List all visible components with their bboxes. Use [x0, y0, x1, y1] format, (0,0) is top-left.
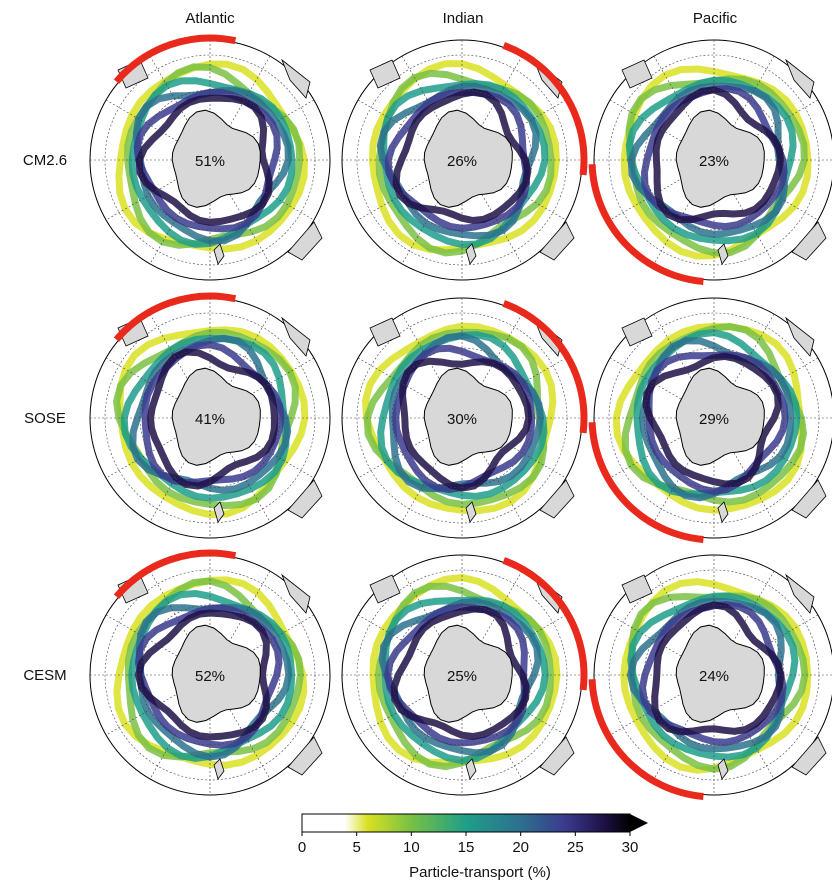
polar-map-r0-c2: 23% — [588, 39, 832, 285]
basin-highlight-arc — [113, 34, 237, 84]
south-america-landmass — [621, 317, 653, 347]
antarctica-landmass — [675, 367, 765, 466]
new-zealand-landmass — [213, 243, 225, 265]
longitude-gridline — [105, 357, 315, 479]
col-title-atlantic: Atlantic — [185, 10, 235, 27]
row-label-sose: SOSE — [24, 410, 66, 427]
colorbar-label: Particle-transport (%) — [409, 864, 551, 881]
new-zealand-landmass — [465, 501, 477, 523]
basin-percentage: 29% — [699, 411, 729, 428]
australia-landmass — [791, 221, 827, 261]
basin-percentage: 24% — [699, 668, 729, 685]
polar-map-r2-c0: 52% — [89, 549, 331, 796]
longitude-gridline — [105, 614, 315, 736]
polar-map-r0-c1: 26% — [341, 39, 588, 281]
polar-map-r2-c2: 24% — [588, 554, 832, 800]
basin-percentage: 30% — [447, 411, 477, 428]
new-zealand-landmass — [465, 758, 477, 780]
antarctica-landmass — [423, 367, 513, 466]
australia-landmass — [539, 479, 575, 519]
basin-percentage: 23% — [699, 153, 729, 170]
australia-landmass — [539, 221, 575, 261]
south-america-landmass — [621, 574, 653, 604]
antarctica-landmass — [423, 624, 513, 723]
col-title-pacific: Pacific — [692, 10, 738, 27]
polar-map-r1-c0: 41% — [89, 292, 331, 539]
south-america-landmass — [369, 574, 401, 604]
basin-highlight-arc — [588, 422, 704, 543]
antarctica-landmass — [675, 109, 765, 208]
australia-landmass — [791, 736, 827, 776]
basin-percentage: 52% — [195, 668, 225, 685]
new-zealand-landmass — [717, 758, 729, 780]
australia-landmass — [791, 479, 827, 519]
basin-percentage: 25% — [447, 668, 477, 685]
new-zealand-landmass — [717, 243, 729, 265]
new-zealand-landmass — [213, 501, 225, 523]
antarctica-landmass — [423, 109, 513, 208]
polar-map-r1-c1: 30% — [341, 297, 588, 539]
australia-landmass — [287, 479, 323, 519]
antarctica-landmass — [171, 624, 261, 723]
africa-landmass — [785, 58, 815, 99]
south-america-landmass — [621, 59, 653, 89]
new-zealand-landmass — [717, 501, 729, 523]
row-label-cesm: CESM — [23, 667, 67, 684]
new-zealand-landmass — [465, 243, 477, 265]
basin-highlight-arc — [588, 164, 704, 285]
africa-landmass — [785, 316, 815, 357]
basin-highlight-arc — [113, 549, 237, 599]
polar-map-r0-c0: 51% — [89, 34, 331, 281]
basin-highlight-arc — [502, 42, 588, 176]
basin-highlight-arc — [113, 292, 237, 342]
polar-map-r1-c2: 29% — [588, 297, 832, 543]
basin-highlight-arc — [502, 300, 588, 434]
australia-landmass — [287, 736, 323, 776]
basin-highlight-arc — [588, 679, 704, 800]
antarctica-landmass — [675, 624, 765, 723]
col-title-indian: Indian — [442, 10, 484, 27]
africa-landmass — [281, 573, 311, 614]
basin-percentage: 26% — [447, 153, 477, 170]
basin-highlight-arc — [502, 557, 588, 691]
australia-landmass — [539, 736, 575, 776]
row-label-cm26: CM2.6 — [22, 152, 68, 169]
africa-landmass — [281, 316, 311, 357]
south-america-landmass — [369, 59, 401, 89]
africa-landmass — [785, 573, 815, 614]
basin-percentage: 41% — [195, 411, 225, 428]
south-america-landmass — [369, 317, 401, 347]
basin-percentage: 51% — [195, 153, 225, 170]
longitude-gridline — [105, 99, 315, 221]
australia-landmass — [287, 221, 323, 261]
new-zealand-landmass — [213, 758, 225, 780]
antarctica-landmass — [171, 367, 261, 466]
antarctica-landmass — [171, 109, 261, 208]
africa-landmass — [281, 58, 311, 99]
polar-map-r2-c1: 25% — [341, 554, 588, 796]
